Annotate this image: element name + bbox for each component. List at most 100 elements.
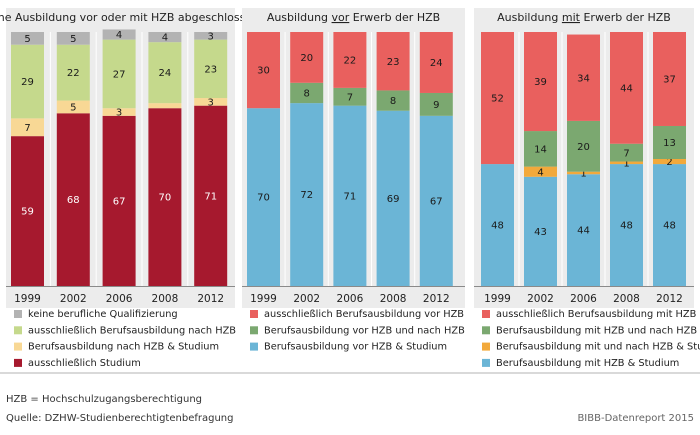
x-tick-label: 2002 [60,293,87,305]
bar-segment [148,103,182,109]
x-tick-label: 2008 [380,293,407,305]
legend-swatch [482,358,490,367]
bar-segment [290,82,324,104]
legend-swatch [250,342,258,351]
bar-segment [247,32,280,109]
bar-segment [653,164,686,286]
bar-segment [194,98,228,106]
legend-swatch [14,310,22,318]
data-label: 52 [491,94,504,105]
data-label: 68 [67,195,80,206]
panel-title: keine Ausbildung vor oder mit HZB abgesc… [0,11,259,24]
bar-segment [419,92,453,116]
bar-segment [610,161,643,165]
bar-segment [56,113,90,286]
data-label: 48 [491,221,504,232]
data-label: 71 [344,191,357,202]
data-label: 39 [534,77,547,88]
data-label: 8 [390,96,396,107]
panel-title-part: Erwerb der HZB [580,11,671,24]
bar-segment [524,131,557,167]
bar-segment [148,42,182,104]
bar-segment [376,110,410,287]
data-label: 48 [620,221,633,232]
legend-swatch [250,326,258,335]
legend-swatch [14,326,22,335]
data-label: 13 [663,138,676,149]
data-label: 27 [113,70,126,81]
x-tick-label: 2006 [570,293,597,305]
data-label: 2 [666,157,672,168]
bar-segment [11,136,44,286]
data-label: 1 [623,158,629,169]
data-label: 22 [344,56,357,67]
data-label: 4 [537,167,543,178]
legend-swatch [250,310,258,318]
data-label: 5 [24,34,30,45]
bar-segment [524,166,557,177]
legend-label: keine berufliche Qualifizierung [28,309,178,320]
data-label: 1 [580,169,586,180]
data-label: 3 [208,97,214,108]
chart-panel-3: Ausbildung mit Erwerb der HZB48521999434… [474,8,700,369]
data-label: 23 [204,64,217,75]
x-tick-label: 2008 [152,293,179,305]
bar-segment [56,100,90,114]
bar-segment [567,120,600,172]
panel-title-part: keine Ausbildung vor oder mit HZB abgesc… [0,11,259,24]
bar-segment [610,164,643,286]
data-label: 5 [70,103,76,114]
abbreviation-note: HZB = Hochschulzugangsberechtigung [6,394,202,405]
legend-swatch [14,342,22,351]
legend-label: ausschließlich Berufsausbildung mit HZB [496,309,697,320]
bar-segment [11,118,44,137]
legend-swatch [14,358,22,367]
x-tick-label: 2002 [293,293,320,305]
x-tick-label: 1999 [250,293,277,305]
bar-segment [148,108,182,286]
legend-swatch [482,342,490,351]
data-label: 37 [663,75,676,86]
bar-segment [333,87,367,106]
data-label: 48 [663,221,676,232]
panel-title-part: Erwerb der HZB [349,11,440,24]
data-label: 34 [577,73,590,84]
bar-segment [148,32,182,43]
panel-title: Ausbildung vor Erwerb der HZB [267,11,440,24]
legend-label: ausschließlich Berufsausbildung vor HZB [264,309,464,320]
bar-segment [102,108,136,116]
data-label: 24 [159,68,172,79]
bar-segment [653,32,686,126]
bar-segment [481,164,514,286]
bar-segment [56,32,90,45]
bar-segment [419,32,453,93]
legend-label: Berufsausbildung mit HZB und nach HZB [496,325,697,336]
data-label: 70 [257,193,270,204]
data-label: 7 [24,123,30,134]
data-label: 8 [304,89,310,100]
legend-swatch [482,310,490,318]
footer: HZB = Hochschulzugangsberechtigung Quell… [0,372,700,424]
legend-swatch [482,326,490,335]
data-label: 67 [113,197,126,208]
legend-label: ausschließlich Studium [28,358,141,369]
data-label: 70 [159,193,172,204]
source-note: Quelle: DZHW-Studienberechtigtenbefragun… [6,413,233,424]
data-label: 23 [387,57,400,68]
data-label: 24 [430,58,443,69]
data-label: 29 [21,77,34,88]
data-label: 7 [347,92,353,103]
legend-label: Berufsausbildung mit HZB & Studium [496,358,679,369]
bar-segment [290,32,324,83]
bar-segment [376,32,410,91]
x-tick-label: 2006 [106,293,133,305]
legend-label: Berufsausbildung vor HZB & Studium [264,342,447,353]
data-label: 20 [300,53,313,64]
data-label: 4 [116,30,122,41]
data-label: 3 [116,108,122,119]
x-tick-label: 1999 [14,293,41,305]
data-label: 4 [162,33,168,44]
x-tick-label: 1999 [484,293,511,305]
x-tick-label: 2012 [423,293,450,305]
